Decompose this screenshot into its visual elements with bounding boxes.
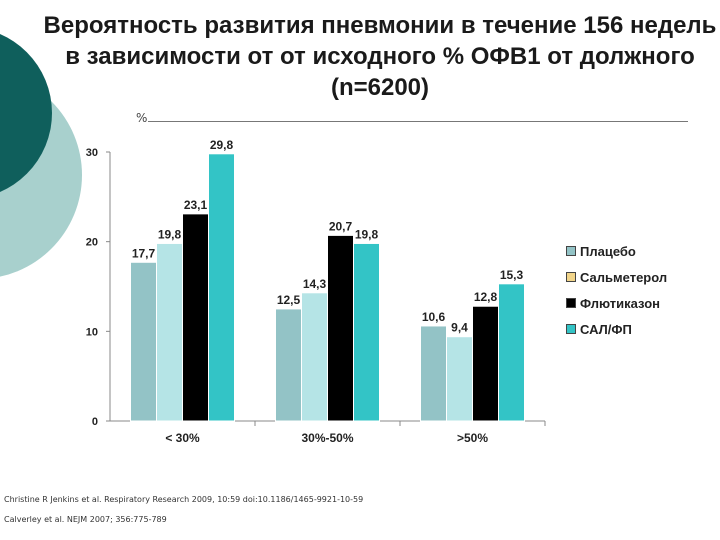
data-label-fluticasone: 23,1 bbox=[184, 198, 208, 212]
bar-salmeterol bbox=[156, 242, 183, 422]
bar-sal-fp bbox=[208, 153, 235, 422]
legend-label-sal-fp: САЛ/ФП bbox=[580, 321, 632, 337]
legend-swatch-sal-fp bbox=[566, 324, 576, 334]
data-label-salmeterol: 19,8 bbox=[158, 227, 182, 241]
bar-fluticasone bbox=[182, 213, 209, 422]
bar-placebo bbox=[130, 261, 157, 422]
bar-salmeterol bbox=[446, 336, 473, 422]
legend-label-salmeterol: Сальметерол bbox=[580, 269, 668, 285]
bar-sal-fp bbox=[353, 242, 380, 422]
legend-item-fluticasone: Флютиказон bbox=[566, 290, 667, 316]
data-label-fluticasone: 12,8 bbox=[474, 290, 498, 304]
legend-swatch-fluticasone bbox=[566, 298, 576, 308]
data-label-sal-fp: 19,8 bbox=[355, 227, 379, 241]
x-tick-label: >50% bbox=[457, 431, 488, 445]
data-label-placebo: 10,6 bbox=[422, 310, 446, 324]
bar-placebo bbox=[275, 308, 302, 422]
page-title: Вероятность развития пневмонии в течение… bbox=[43, 12, 717, 101]
data-label-sal-fp: 15,3 bbox=[500, 268, 524, 282]
data-label-salmeterol: 14,3 bbox=[303, 277, 327, 291]
legend-swatch-salmeterol bbox=[566, 272, 576, 282]
x-tick-label: < 30% bbox=[165, 431, 200, 445]
data-label-placebo: 12,5 bbox=[277, 293, 301, 307]
legend-label-placebo: Плацебо bbox=[580, 243, 636, 259]
y-tick-label: 10 bbox=[86, 326, 98, 338]
data-label-salmeterol: 9,4 bbox=[451, 321, 468, 335]
legend-item-sal-fp: САЛ/ФП bbox=[566, 316, 667, 342]
data-label-placebo: 17,7 bbox=[132, 246, 156, 260]
title-divider bbox=[148, 121, 688, 122]
legend-item-placebo: Плацебо bbox=[566, 238, 667, 264]
legend-swatch-placebo bbox=[566, 246, 576, 256]
bar-salmeterol bbox=[301, 292, 328, 422]
y-axis-label: % bbox=[136, 111, 148, 125]
data-label-sal-fp: 29,8 bbox=[210, 138, 234, 152]
bar-fluticasone bbox=[472, 305, 499, 422]
bar-placebo bbox=[420, 325, 447, 422]
reference-jenkins: Christine R Jenkins et al. Respiratory R… bbox=[4, 495, 364, 504]
decor-circle-dark bbox=[0, 34, 52, 192]
reference-calverley: Calverley et al. NEJM 2007; 356:775-789 bbox=[4, 515, 167, 524]
data-label-fluticasone: 20,7 bbox=[329, 219, 353, 233]
legend-item-salmeterol: Сальметерол bbox=[566, 264, 667, 290]
bar-fluticasone bbox=[327, 234, 354, 422]
chart-legend: Плацебо Сальметерол Флютиказон САЛ/ФП bbox=[566, 238, 667, 342]
bar-sal-fp bbox=[498, 283, 525, 422]
y-tick-label: 0 bbox=[92, 416, 98, 428]
legend-label-fluticasone: Флютиказон bbox=[580, 295, 660, 311]
x-tick-label: 30%-50% bbox=[301, 431, 353, 445]
y-tick-label: 20 bbox=[86, 237, 98, 249]
y-tick-label: 30 bbox=[86, 147, 98, 159]
